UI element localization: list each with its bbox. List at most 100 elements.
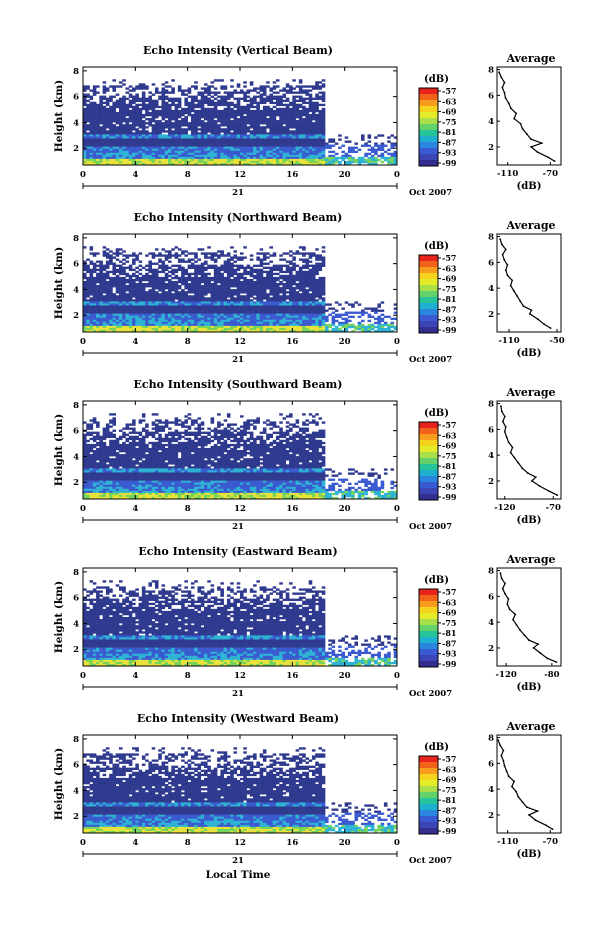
heatmap-cell xyxy=(217,130,221,133)
heatmap-cell xyxy=(109,319,113,323)
heatmap-cell xyxy=(109,162,113,166)
heatmap-cell xyxy=(132,311,136,314)
heatmap-cell xyxy=(220,283,224,286)
heatmap-cell xyxy=(128,274,133,278)
heatmap-cell xyxy=(118,101,123,105)
heatmap-cell xyxy=(243,278,247,282)
heatmap-cell xyxy=(174,321,179,325)
heatmap-cell xyxy=(89,101,94,105)
heatmap-cell xyxy=(233,297,238,300)
heatmap-cell xyxy=(118,136,123,139)
heatmap-cell xyxy=(249,303,254,306)
heatmap-cell xyxy=(223,109,228,113)
heatmap-cell xyxy=(135,134,139,137)
heatmap-cell xyxy=(285,266,290,270)
heatmap-cell xyxy=(295,329,300,333)
heatmap-cell xyxy=(331,158,336,162)
heatmap-cell xyxy=(321,150,326,154)
heatmap-cell xyxy=(249,305,254,308)
heatmap-cell xyxy=(311,156,316,160)
heatmap-cell xyxy=(83,142,87,145)
heatmap-cell xyxy=(213,93,218,96)
heatmap-cell xyxy=(200,142,205,145)
heatmap-cell xyxy=(207,287,211,290)
heatmap-cell xyxy=(184,130,188,133)
heatmap-cell xyxy=(249,319,254,323)
heatmap-cell xyxy=(262,329,267,333)
heatmap-cell xyxy=(321,138,326,141)
heatmap-cell xyxy=(204,140,208,143)
heatmap-cell xyxy=(151,309,156,312)
heatmap-cell xyxy=(154,319,159,323)
heatmap-cell xyxy=(187,138,192,141)
heatmap-cell xyxy=(285,305,290,308)
heatmap-cell xyxy=(171,162,175,166)
heatmap-cell xyxy=(220,297,224,300)
heatmap-cell xyxy=(171,301,175,304)
heatmap-cell xyxy=(128,287,133,290)
heatmap-cell xyxy=(158,311,162,314)
heatmap-cell xyxy=(181,272,185,276)
heatmap-cell xyxy=(197,276,202,280)
heatmap-cell xyxy=(230,283,234,286)
heatmap-cell xyxy=(269,309,274,312)
heatmap-cell xyxy=(154,152,159,156)
heatmap-cell xyxy=(249,327,254,331)
heatmap-cell xyxy=(236,327,241,331)
heatmap-cell xyxy=(96,150,100,154)
heatmap-cell xyxy=(161,140,166,143)
heatmap-cell xyxy=(282,291,287,294)
heatmap-cell xyxy=(213,140,218,143)
heatmap-cell xyxy=(177,109,182,113)
heatmap-cell xyxy=(92,116,97,119)
heatmap-cell xyxy=(115,101,120,105)
heatmap-cell xyxy=(141,319,146,323)
heatmap-cell xyxy=(184,124,188,127)
heatmap-cell xyxy=(141,307,146,310)
heatmap-cell xyxy=(256,120,260,123)
heatmap-cell xyxy=(105,160,110,164)
heatmap-cell xyxy=(204,272,208,276)
heatmap-cell xyxy=(240,297,244,300)
heatmap-cell xyxy=(154,128,159,131)
heatmap-cell xyxy=(207,152,211,156)
heatmap-cell xyxy=(197,258,202,261)
heatmap-cell xyxy=(148,307,152,310)
heatmap-cell xyxy=(89,285,94,288)
heatmap-cell xyxy=(141,274,146,278)
heatmap-cell xyxy=(197,132,202,135)
heatmap-cell xyxy=(86,319,90,323)
heatmap-cell xyxy=(190,134,195,137)
heatmap-cell xyxy=(115,99,120,103)
heatmap-cell xyxy=(243,130,247,133)
heatmap-cell xyxy=(311,113,316,117)
heatmap-cell xyxy=(292,109,296,113)
heatmap-cell xyxy=(128,291,133,294)
heatmap-cell xyxy=(269,313,274,316)
heatmap-cell xyxy=(151,126,156,129)
heatmap-cell xyxy=(226,270,231,274)
heatmap-cell xyxy=(102,124,107,127)
heatmap-cell xyxy=(148,132,152,135)
heatmap-cell xyxy=(83,107,87,111)
heatmap-cell xyxy=(249,301,254,304)
heatmap-cell xyxy=(217,140,221,143)
heatmap-cell xyxy=(154,297,159,300)
heatmap-cell xyxy=(158,307,162,310)
heatmap-cell xyxy=(164,160,169,164)
heatmap-cell xyxy=(295,126,300,129)
heatmap-cell xyxy=(298,270,303,274)
heatmap-cell xyxy=(213,276,218,280)
heatmap-cell xyxy=(282,325,287,329)
heatmap-cell xyxy=(118,156,123,160)
heatmap-cell xyxy=(272,91,277,94)
heatmap-cell xyxy=(181,142,185,145)
heatmap-cell xyxy=(141,130,146,133)
heatmap-cell xyxy=(213,126,218,129)
heatmap-cell xyxy=(243,146,247,149)
heatmap-cell xyxy=(135,128,139,131)
heatmap-cell xyxy=(204,285,208,288)
heatmap-cell xyxy=(86,291,90,294)
heatmap-cell xyxy=(141,83,146,86)
heatmap-cell xyxy=(109,285,113,288)
